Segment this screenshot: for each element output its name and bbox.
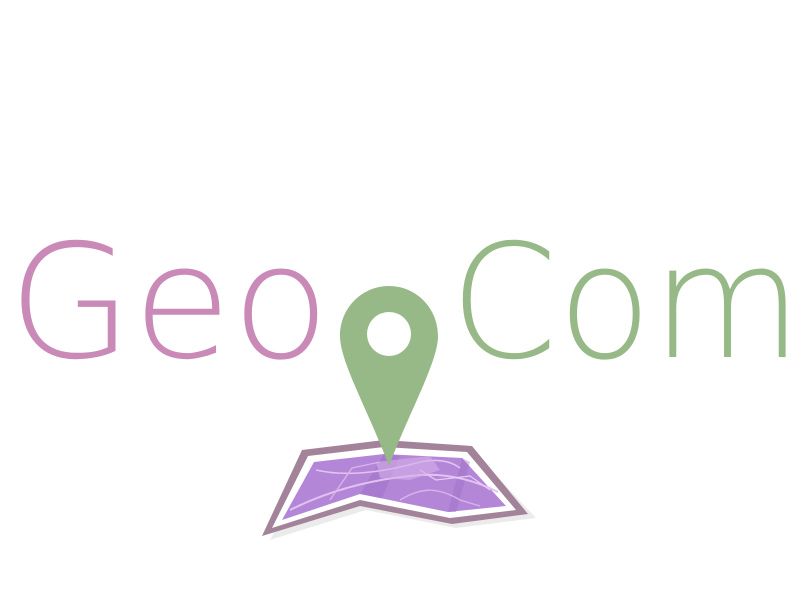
brand-word-geo: Geo	[8, 211, 330, 395]
folded-map-icon	[262, 440, 536, 540]
map-surface	[282, 454, 506, 520]
map-pin-icon	[340, 286, 438, 466]
brand-word-com: Com	[450, 211, 802, 395]
